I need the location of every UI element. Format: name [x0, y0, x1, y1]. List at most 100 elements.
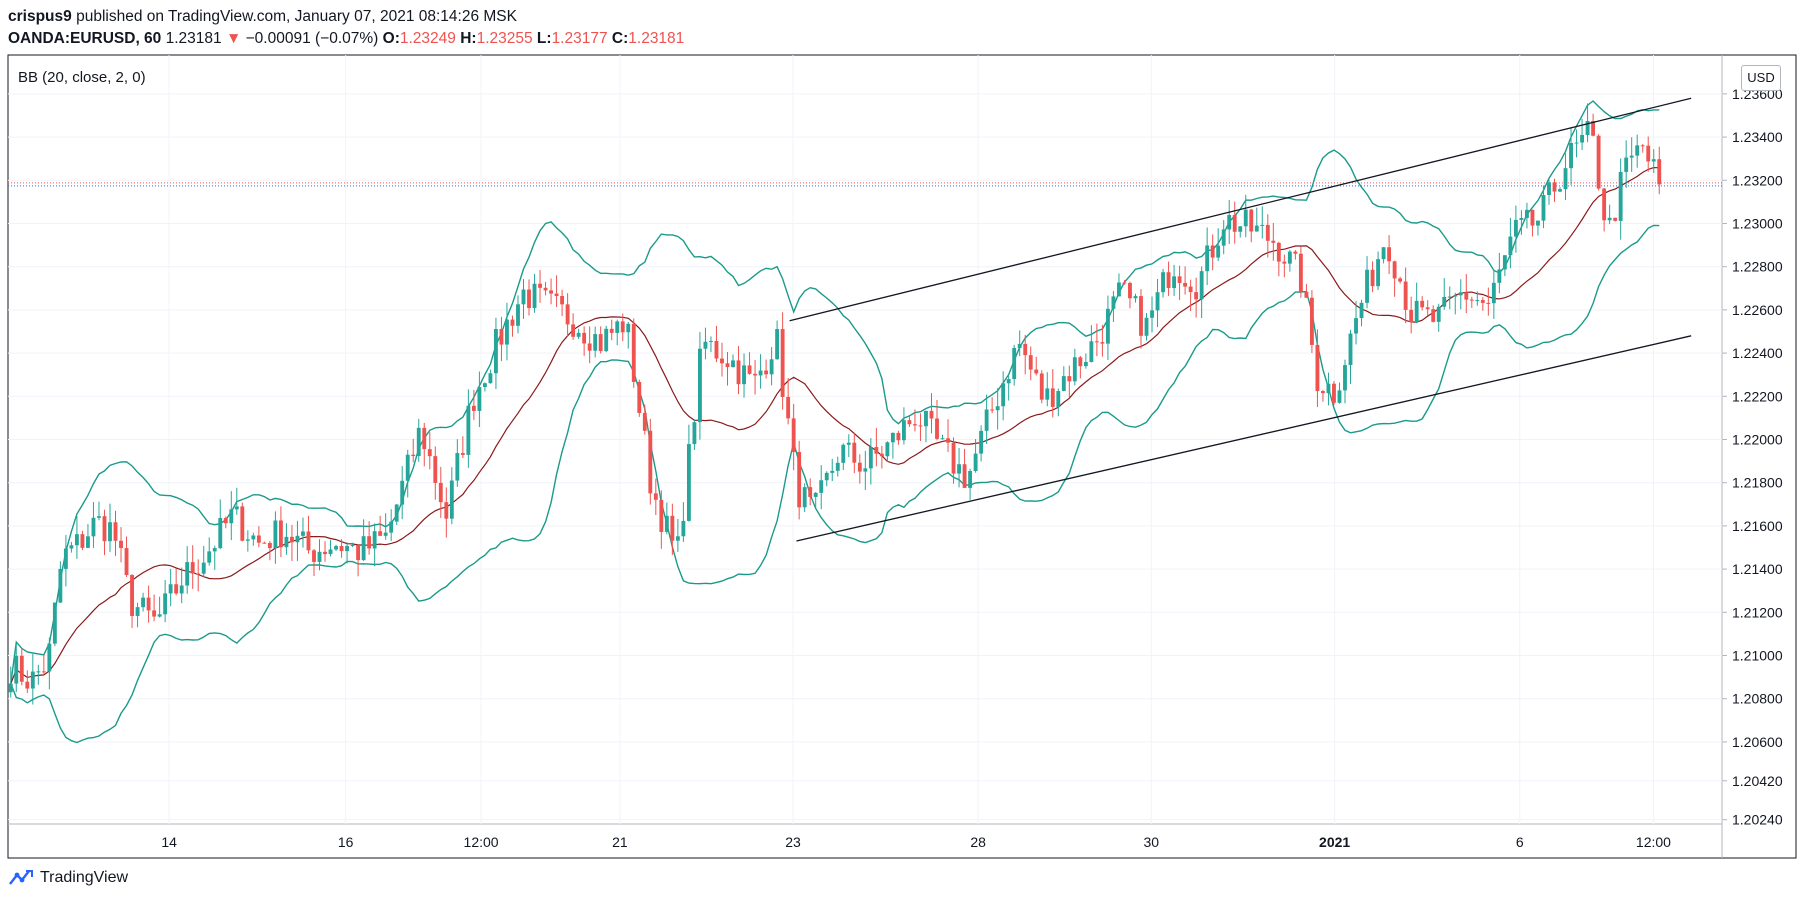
candle-body: [69, 545, 74, 549]
candle-body: [58, 568, 63, 603]
candle-body: [262, 542, 267, 544]
candle-body: [549, 290, 553, 294]
candle-body: [824, 472, 829, 481]
candle-body: [1607, 217, 1612, 221]
candle-body: [560, 296, 565, 305]
candle-body: [1348, 333, 1353, 366]
down-arrow-icon: ▼: [225, 30, 242, 47]
candle-body: [1580, 134, 1584, 143]
candle-body: [168, 584, 173, 594]
candle-body: [251, 535, 256, 540]
candle-body: [1541, 195, 1546, 221]
candle-body: [1161, 272, 1165, 293]
candle-body: [306, 531, 311, 551]
candle-body: [1221, 229, 1226, 246]
candle-body: [813, 492, 818, 497]
candle-body: [521, 289, 526, 305]
candle-body: [1365, 269, 1369, 303]
price-change: −0.00091 (−0.07%): [245, 30, 379, 47]
candle-body: [1017, 343, 1022, 348]
candle-body: [1006, 379, 1011, 384]
candle-body: [1618, 171, 1623, 221]
bb-lower-band: [10, 224, 1660, 744]
low-value: 1.23177: [551, 30, 608, 47]
candle-body: [1392, 261, 1397, 279]
trend-lines[interactable]: [789, 97, 1692, 542]
time-tick-label: 12:00: [1636, 834, 1671, 850]
candle-body: [1061, 376, 1066, 392]
candle-body: [1155, 292, 1160, 311]
candle-body: [102, 516, 107, 542]
candle-body: [1651, 159, 1656, 162]
candle-body: [587, 343, 592, 351]
candle-body: [1282, 261, 1287, 264]
candle-body: [543, 287, 548, 291]
candle-body: [482, 383, 487, 387]
candle-body: [1602, 188, 1607, 221]
candle-body: [1216, 245, 1221, 258]
high-value: 1.23255: [476, 30, 533, 47]
candle-body: [538, 283, 542, 288]
time-tick-label: 6: [1516, 834, 1524, 850]
candle-body: [1502, 255, 1507, 270]
currency-badge[interactable]: USD: [1741, 65, 1781, 91]
candle-body: [637, 381, 642, 413]
candle-body: [742, 365, 746, 385]
candle-body: [301, 531, 305, 536]
candle-body: [1243, 209, 1248, 227]
candle-body: [962, 464, 967, 488]
tradingview-footer[interactable]: TradingView: [8, 868, 128, 888]
candle-body: [852, 442, 857, 463]
candle-body: [1480, 300, 1485, 303]
candle-body: [697, 348, 702, 423]
candle-body: [1596, 135, 1601, 189]
time-tick-label: 14: [161, 834, 177, 850]
candle-body: [25, 681, 30, 689]
candle-body: [477, 386, 482, 411]
candle-body: [1585, 120, 1590, 135]
price-tick-label: 1.23400: [1732, 129, 1783, 145]
candle-body: [1205, 245, 1210, 272]
candle-body: [212, 548, 217, 552]
candle-body: [775, 329, 780, 360]
candle-body: [1613, 217, 1618, 221]
candle-body: [334, 546, 338, 550]
candle-body: [356, 545, 361, 561]
candlesticks[interactable]: [8, 103, 1662, 705]
candle-body: [1183, 282, 1188, 287]
symbol-label: OANDA:EURUSD, 60: [8, 30, 162, 47]
candle-body: [1111, 296, 1116, 309]
candle-body: [576, 332, 581, 337]
candle-body: [1436, 306, 1441, 322]
candle-body: [951, 442, 956, 474]
candle-body: [918, 425, 923, 427]
price-tick-label: 1.21600: [1732, 518, 1783, 534]
time-scale[interactable]: 14 16 12:00 21 23 28 30 2021 6 12:00: [161, 834, 1671, 850]
author-name[interactable]: crispus9: [8, 8, 72, 25]
candle-body: [1525, 209, 1529, 219]
indicator-label[interactable]: BB (20, close, 2, 0): [18, 69, 146, 86]
candle-body: [868, 447, 873, 469]
candle-body: [1398, 278, 1403, 282]
candle-body: [1117, 282, 1121, 297]
candle-body: [1172, 276, 1177, 289]
candle-body: [714, 341, 719, 359]
candle-body: [758, 370, 763, 376]
candle-body: [1309, 297, 1314, 345]
candle-body: [984, 409, 989, 431]
candle-body: [367, 536, 372, 549]
candle-body: [411, 454, 416, 457]
candle-body: [394, 504, 399, 522]
candle-body: [747, 365, 752, 374]
candle-body: [913, 424, 917, 426]
candle-body: [1227, 215, 1232, 230]
candle-body: [1629, 155, 1634, 158]
candle-body: [1012, 347, 1017, 380]
candle-body: [1508, 236, 1513, 256]
candle-body: [1563, 168, 1568, 190]
price-scale[interactable]: 1.236001.234001.232001.230001.228001.226…: [1722, 86, 1783, 828]
candle-body: [565, 304, 570, 325]
candle-body: [901, 420, 906, 441]
candle-body: [130, 575, 134, 616]
